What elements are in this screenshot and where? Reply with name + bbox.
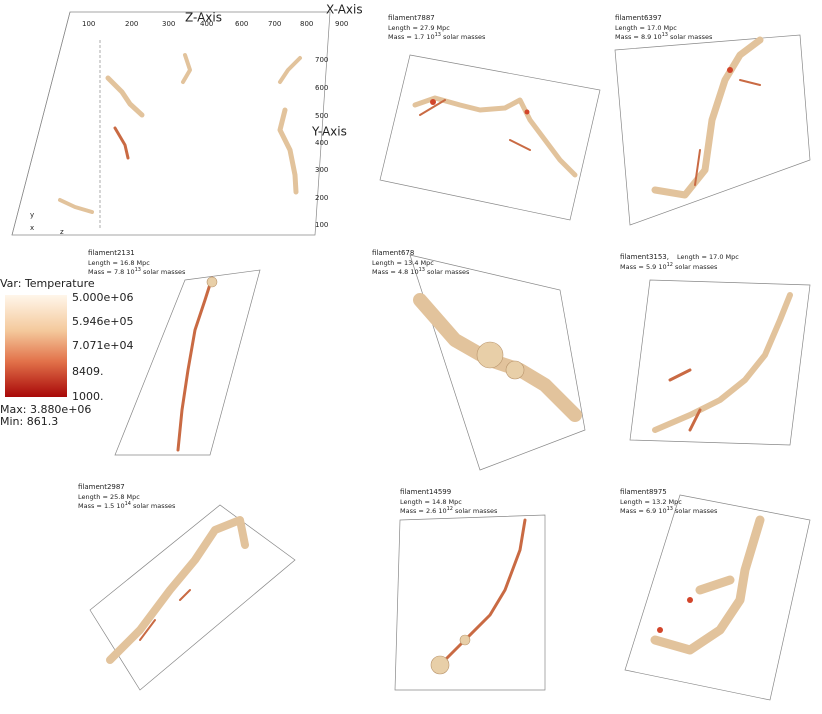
right-tick-label: 500: [315, 112, 328, 120]
top-tick-label: 200: [125, 20, 138, 28]
panel-mass: Mass = 2.6 1012 solar masses: [400, 506, 498, 516]
panel-length: Length = 17.0 Mpc: [615, 24, 677, 32]
mass-value: Mass = 6.9 10: [620, 507, 667, 515]
right-tick-label: 600: [315, 84, 328, 92]
colorbar: Var: Temperature 5.000e+06 5.946e+05 7.071…: [0, 277, 133, 428]
mass-unit: solar masses: [675, 507, 718, 515]
panel-mass: Mass = 6.9 1013 solar masses: [620, 506, 718, 516]
panel-name: filament2131: [88, 249, 135, 257]
svg-text:x: x: [30, 224, 34, 232]
right-tick-label: 700: [315, 56, 328, 64]
mass-value: Mass = 8.9 10: [615, 33, 662, 41]
top-tick-label: 100: [82, 20, 95, 28]
mass-unit: solar masses: [133, 502, 176, 510]
mass-exponent: 13: [667, 506, 673, 512]
colorbar-label: 5.000e+06: [72, 291, 133, 304]
panel-mass: Mass = 8.9 1013 solar masses: [615, 32, 713, 42]
mass-unit: solar masses: [443, 33, 486, 41]
right-tick-label: 400: [315, 139, 328, 147]
colorbar-min: Min: 861.3: [0, 415, 58, 428]
right-tick-label: 300: [315, 166, 328, 174]
panel-name: filament7887: [388, 14, 435, 22]
mass-exponent: 13: [419, 267, 425, 273]
panel-mass: Mass = 1.5 1014 solar masses: [78, 501, 176, 511]
panel-length: Length = 13.4 Mpc: [372, 259, 434, 267]
panel-filament14599: [394, 514, 546, 691]
panel-name: filament678: [372, 249, 414, 257]
panel-mass: Mass = 5.9 1012 solar masses: [620, 262, 718, 272]
panel-name: filament3153,: [620, 253, 669, 261]
right-tick-label: 100: [315, 221, 328, 229]
mass-value: Mass = 4.8 10: [372, 268, 419, 276]
mass-exponent: 12: [667, 262, 673, 268]
colorbar-label: 5.946e+05: [72, 315, 133, 328]
panel-length: Length = 13.2 Mpc: [620, 498, 682, 506]
mass-exponent: 14: [125, 501, 131, 507]
panel-length: Length = 27.9 Mpc: [388, 24, 450, 32]
colorbar-label: 1000.: [72, 390, 104, 403]
colorbar-title: Var: Temperature: [0, 277, 95, 290]
panel-filament6397: [614, 34, 811, 226]
panel-filament7887: [379, 54, 601, 221]
panel-filament8975: [624, 494, 811, 701]
panel-mass: Mass = 4.8 1013 solar masses: [372, 267, 470, 277]
y-axis-label: Y-Axis: [311, 125, 347, 139]
mass-unit: solar masses: [675, 263, 718, 271]
panel-filament2131: [114, 269, 261, 456]
panel-length: Length = 16.8 Mpc: [88, 259, 150, 267]
panel-length: Length = 17.0 Mpc: [677, 253, 739, 261]
top-tick-label: 600: [235, 20, 248, 28]
top-tick-label: 300: [162, 20, 175, 28]
mass-value: Mass = 2.6 10: [400, 507, 447, 515]
mass-exponent: 13: [135, 267, 141, 273]
panel-mass: Mass = 7.8 1013 solar masses: [88, 267, 186, 277]
panel-name: filament8975: [620, 488, 667, 496]
z-axis-label: Z-Axis: [185, 11, 222, 25]
panel-length: Length = 14.8 Mpc: [400, 498, 462, 506]
colorbar-gradient: [5, 295, 67, 397]
mass-exponent: 13: [435, 32, 441, 38]
x-axis-label: X-Axis: [326, 3, 363, 17]
mass-exponent: 13: [662, 32, 668, 38]
right-tick-label: 200: [315, 194, 328, 202]
panel-name: filament6397: [615, 14, 662, 22]
mass-unit: solar masses: [670, 33, 713, 41]
colorbar-label: 8409.: [72, 365, 104, 378]
svg-text:y: y: [30, 211, 34, 219]
panel-name: filament14599: [400, 488, 451, 496]
mass-unit: solar masses: [427, 268, 470, 276]
mass-value: Mass = 5.9 10: [620, 263, 667, 271]
mass-value: Mass = 1.7 10: [388, 33, 435, 41]
panel-filament678: [409, 254, 586, 471]
top-tick-label: 800: [300, 20, 313, 28]
panel-filament3153: [629, 279, 811, 446]
overview-panel: Z-Axis X-Axis Y-Axis 100 200 300 400 600 700 8…: [11, 3, 363, 236]
colorbar-max: Max: 3.880e+06: [0, 403, 91, 416]
mass-exponent: 12: [447, 506, 453, 512]
panel-name: filament2987: [78, 483, 125, 491]
top-tick-label: 900: [335, 20, 348, 28]
panel-filament2987: [89, 504, 296, 691]
panel-mass: Mass = 1.7 1013 solar masses: [388, 32, 486, 42]
top-tick-label: 400: [200, 20, 213, 28]
svg-text:z: z: [60, 228, 64, 236]
top-tick-label: 700: [268, 20, 281, 28]
mass-value: Mass = 1.5 10: [78, 502, 125, 510]
mass-unit: solar masses: [143, 268, 186, 276]
colorbar-label: 7.071e+04: [72, 339, 133, 352]
mass-unit: solar masses: [455, 507, 498, 515]
panel-length: Length = 25.8 Mpc: [78, 493, 140, 501]
mass-value: Mass = 7.8 10: [88, 268, 135, 276]
